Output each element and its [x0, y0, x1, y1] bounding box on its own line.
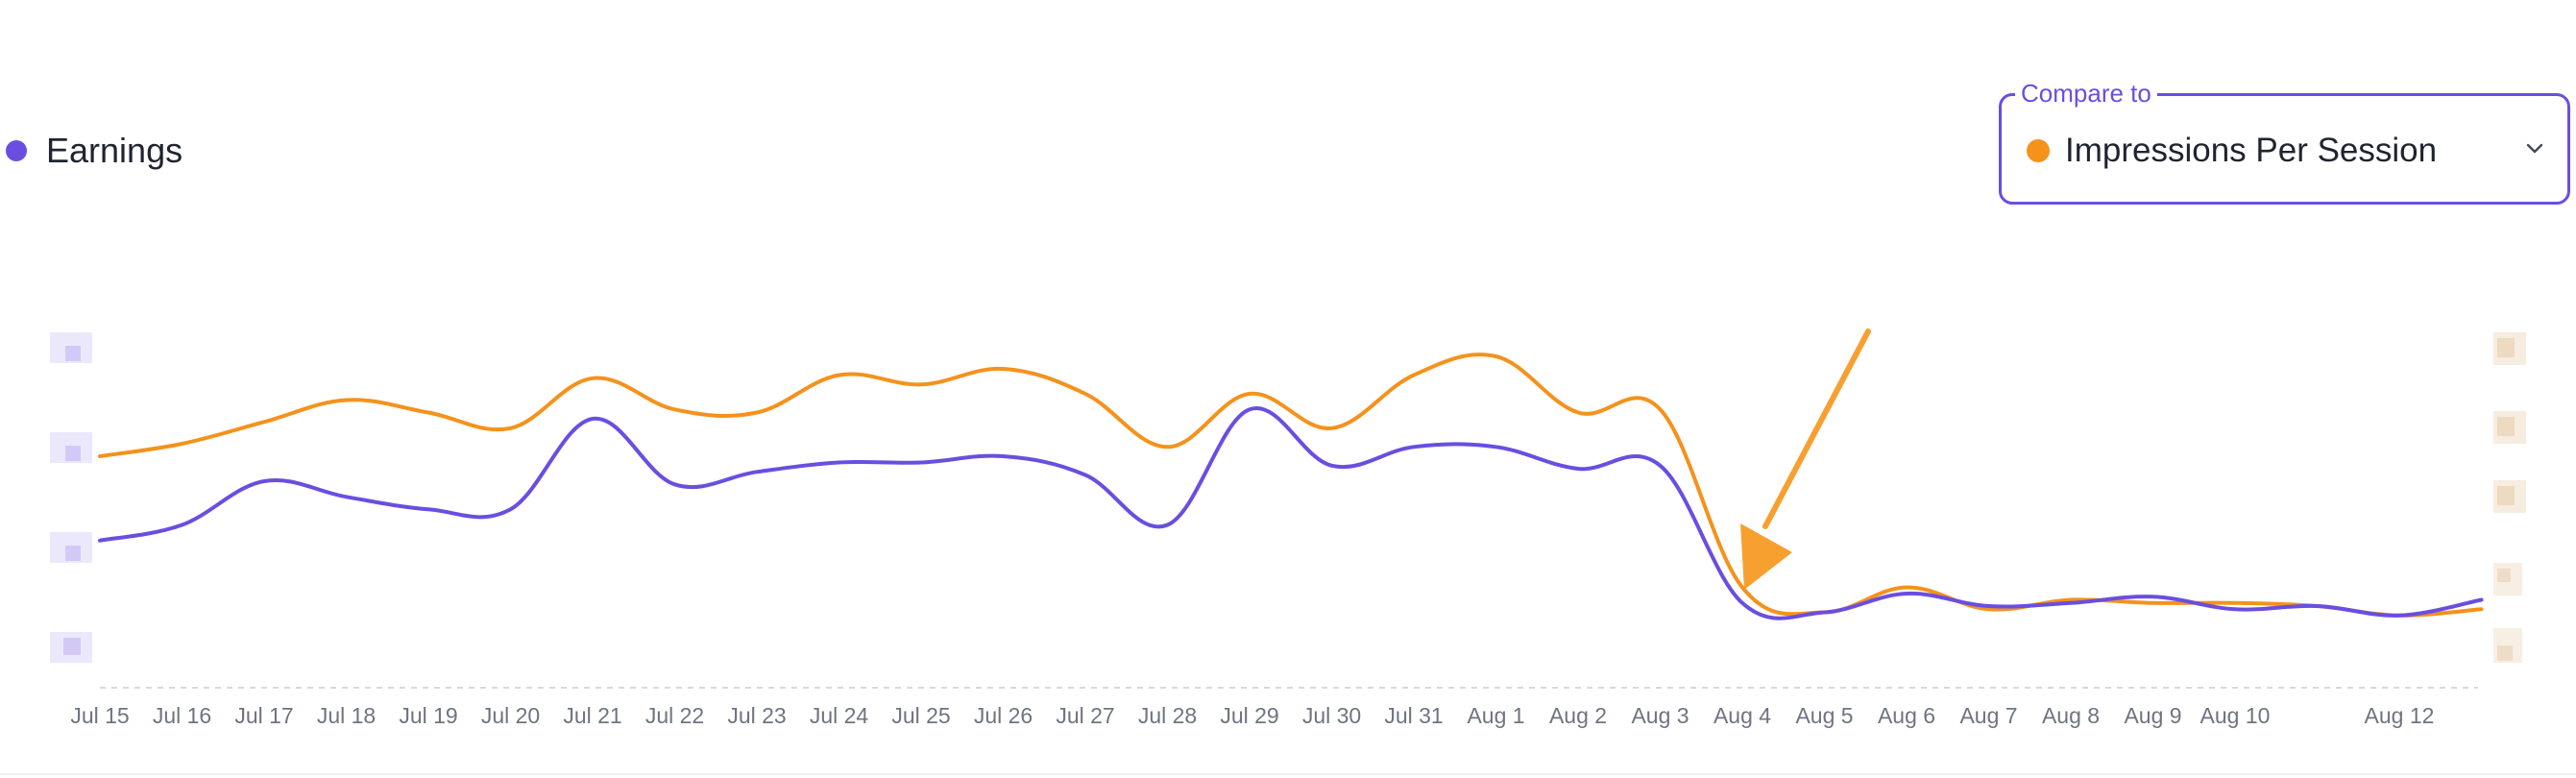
series-line-earnings[interactable] [98, 405, 2484, 620]
compare-to-value: Impressions Per Session [2065, 132, 2438, 169]
legend-label: Earnings [46, 131, 183, 170]
x-tick-label: Jul 19 [399, 703, 457, 728]
x-tick-label: Jul 27 [1056, 703, 1114, 728]
series-line-impressions-per-session[interactable] [98, 353, 2484, 618]
chevron-down-icon[interactable] [2521, 134, 2548, 161]
x-tick-label: Jul 17 [234, 703, 293, 728]
right-axis-blurred-ticks [2493, 332, 2526, 663]
x-tick-label: Aug 5 [1795, 703, 1853, 728]
x-tick-label: Jul 18 [317, 703, 376, 728]
series-layer [98, 353, 2484, 620]
legend-dot-icon [6, 140, 27, 161]
compare-to-select[interactable]: Compare to Impressions Per Session [1999, 77, 2570, 205]
blurred-tick [2497, 569, 2511, 582]
x-tick-label: Aug 9 [2124, 703, 2181, 728]
x-tick-label: Aug 3 [1631, 703, 1689, 728]
x-tick-label: Aug 1 [1467, 703, 1524, 728]
x-tick-label: Jul 20 [481, 703, 540, 728]
x-tick-label: Jul 29 [1220, 703, 1278, 728]
x-tick-label: Jul 24 [810, 703, 869, 728]
bottom-divider [0, 773, 2576, 775]
x-tick-label: Jul 30 [1302, 703, 1361, 728]
x-tick-label: Jul 16 [153, 703, 211, 728]
blurred-tick [2497, 338, 2515, 357]
compare-series-dot-icon [2027, 139, 2050, 162]
x-tick-label: Aug 8 [2042, 703, 2100, 728]
x-tick-label: Jul 21 [563, 703, 621, 728]
blurred-tick [2497, 486, 2515, 505]
x-tick-label: Jul 15 [70, 703, 129, 728]
x-tick-label: Jul 26 [974, 703, 1033, 728]
legend-item-earnings[interactable]: Earnings [6, 131, 182, 171]
x-axis-tick-labels: Jul 15 Jul 16 Jul 17 Jul 18 Jul 19 Jul 20 Jul … [70, 703, 2434, 728]
left-axis-blurred-ticks [50, 332, 92, 663]
x-tick-label: Jul 31 [1384, 703, 1443, 728]
x-tick-label: Aug 12 [2365, 703, 2435, 728]
blurred-tick [2497, 645, 2513, 661]
compare-to-label: Compare to [2015, 77, 2157, 109]
x-tick-label: Aug 6 [1878, 703, 1935, 728]
x-tick-label: Aug 4 [1713, 703, 1771, 728]
x-tick-label: Aug 7 [1959, 703, 2017, 728]
blurred-tick [65, 346, 81, 361]
x-tick-label: Jul 22 [645, 703, 704, 728]
x-tick-label: Jul 25 [891, 703, 950, 728]
x-tick-label: Aug 10 [2200, 703, 2271, 728]
x-tick-label: Jul 28 [1138, 703, 1197, 728]
x-tick-label: Aug 2 [1549, 703, 1607, 728]
x-tick-label: Jul 23 [727, 703, 786, 728]
blurred-tick [65, 546, 81, 561]
blurred-tick [63, 638, 81, 655]
arrow-icon [1740, 328, 1871, 590]
blurred-tick [65, 446, 81, 461]
blurred-tick [2497, 417, 2515, 436]
